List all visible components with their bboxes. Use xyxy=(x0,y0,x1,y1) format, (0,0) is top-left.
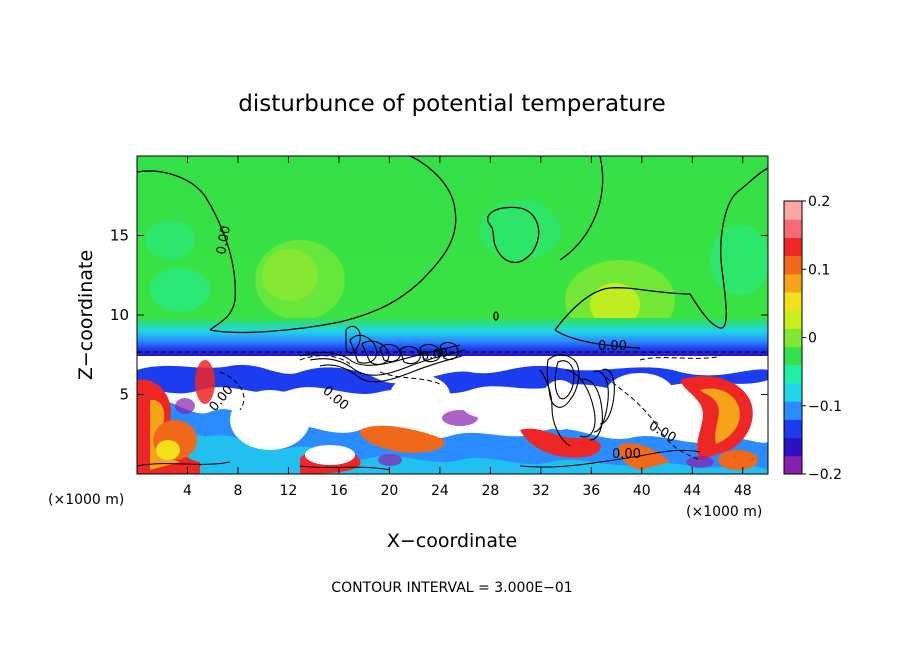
colorbar-tick-label: 0.1 xyxy=(808,262,830,278)
x-axis-title: X−coordinate xyxy=(387,530,517,552)
contour-label: 0.00 xyxy=(214,225,234,256)
x-tick-label: 36 xyxy=(582,483,600,499)
z-tick-label: 5 xyxy=(119,386,129,404)
colorbar-tick-label: −0.1 xyxy=(808,399,842,415)
x-tick-label: 12 xyxy=(280,483,298,499)
x-axis-ticks: 4 8 12 16 20 24 28 32 36 40 44 48 xyxy=(183,156,752,499)
x-tick-label: 4 xyxy=(183,483,192,499)
contour-lines xyxy=(137,156,768,471)
z-tick-label: 15 xyxy=(110,227,129,245)
x-tick-label: 28 xyxy=(481,483,499,499)
colorbar-swatch xyxy=(784,328,802,348)
x-unit-label: (×1000 m) xyxy=(686,504,762,520)
x-tick-label: 40 xyxy=(633,483,651,499)
lower-layer xyxy=(137,356,768,474)
z-tick-label: 10 xyxy=(110,306,129,324)
x-tick-label: 8 xyxy=(233,483,242,499)
colorbar-swatch xyxy=(784,419,802,439)
colorbar-swatch xyxy=(784,219,802,238)
contour-label: 0.00 xyxy=(612,447,641,462)
x-tick-label: 24 xyxy=(431,483,449,499)
colorbar-swatch xyxy=(784,255,802,275)
tropopause-band xyxy=(137,318,768,356)
x-tick-label: 48 xyxy=(734,483,752,499)
chart-title: disturbunce of potential temperature xyxy=(238,91,666,117)
field: 0.00 0.00 0.00 0.00 0.00 0.00 0.00 xyxy=(137,156,768,474)
colorbar-swatch xyxy=(784,292,802,311)
colorbar-swatch xyxy=(784,383,802,402)
colorbar-swatch xyxy=(784,455,802,475)
y-axis-title: Z−coordinate xyxy=(75,250,97,380)
x-tick-label: 16 xyxy=(330,483,348,499)
colorbar-swatch xyxy=(784,237,802,257)
colorbar-tick-label: −0.2 xyxy=(808,467,842,483)
colorbar-swatch xyxy=(784,273,802,293)
x-tick-label: 44 xyxy=(683,483,701,499)
colorbar-swatch xyxy=(784,437,802,457)
z-unit-label: (×1000 m) xyxy=(48,492,124,508)
colorbar-swatch xyxy=(784,310,802,329)
colorbar-tick-label: 0 xyxy=(808,331,817,347)
x-tick-label: 32 xyxy=(532,483,550,499)
colorbar-tick-label: 0.2 xyxy=(808,194,830,210)
colorbar-swatch xyxy=(784,401,802,420)
contour-clusters xyxy=(299,325,615,447)
colorbar: 0.2 0.1 0 −0.1 −0.2 xyxy=(783,194,842,483)
contour-label: 0.00 xyxy=(598,339,627,354)
colorbar-swatch xyxy=(784,201,802,220)
z-axis-ticks: 5 10 15 xyxy=(110,227,768,404)
x-tick-label: 20 xyxy=(380,483,398,499)
contour-interval-note: CONTOUR INTERVAL = 3.000E−01 xyxy=(331,580,572,596)
colorbar-swatch xyxy=(784,364,802,384)
colorbar-swatch xyxy=(784,346,802,366)
contour-label: 0.00 xyxy=(420,345,448,363)
